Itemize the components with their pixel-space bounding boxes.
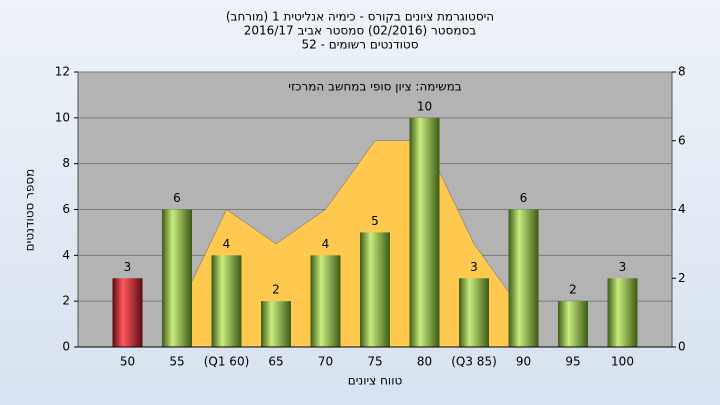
bar: [310, 255, 341, 347]
value-label: 3: [124, 260, 132, 274]
subtitle: סטודנטים רשומים - 52: [301, 38, 418, 52]
chart-title: היסטוגרמת ציונים בקורס - כימיה אנליטית 1…: [226, 10, 494, 24]
x-tick-label: (Q3 85): [451, 355, 497, 369]
value-label: 4: [223, 237, 231, 251]
x-tick-label: 55: [169, 355, 184, 369]
y-tick-label: 0: [62, 340, 70, 354]
bar: [508, 209, 539, 347]
y-axis-label: מספר סטודנטים: [23, 169, 37, 252]
value-label: 10: [417, 99, 432, 113]
bar: [558, 301, 588, 347]
value-label: 5: [371, 214, 379, 228]
y-tick-label: 8: [62, 156, 70, 170]
bar: [112, 278, 143, 347]
bar: [162, 209, 192, 347]
x-tick-label: 90: [516, 355, 531, 369]
bar: [409, 117, 440, 347]
annotation: במשימה: ציון סופי במחשב המרכזי: [288, 80, 462, 94]
bar: [211, 255, 242, 347]
value-label: 3: [470, 260, 478, 274]
y-tick-label: 6: [62, 202, 70, 216]
x-tick-label: 65: [268, 355, 283, 369]
bar: [360, 232, 390, 347]
y-tick-label: 2: [62, 294, 70, 308]
value-label: 2: [272, 283, 280, 297]
subtitle: בסמסטר (02/2016) סמסטר אביב 2016/17: [244, 24, 476, 38]
y2-tick-label: 0: [678, 340, 686, 354]
y2-tick-label: 4: [678, 202, 686, 216]
y2-tick-label: 8: [678, 65, 686, 79]
bar: [459, 278, 489, 347]
value-label: 6: [173, 191, 181, 205]
value-label: 6: [520, 191, 528, 205]
x-tick-label: 95: [565, 355, 580, 369]
x-tick-label: 80: [417, 355, 432, 369]
y-tick-label: 4: [62, 248, 70, 262]
x-tick-label: (Q1 60): [204, 355, 250, 369]
value-label: 4: [322, 237, 330, 251]
y2-tick-label: 6: [678, 133, 686, 147]
bar: [261, 301, 291, 347]
y2-tick-label: 2: [678, 271, 686, 285]
y-tick-label: 10: [55, 110, 70, 124]
x-tick-label: 50: [120, 355, 135, 369]
x-tick-label: 100: [611, 355, 634, 369]
value-label: 2: [569, 283, 577, 297]
x-tick-label: 75: [367, 355, 382, 369]
x-tick-label: 70: [318, 355, 333, 369]
value-label: 3: [619, 260, 627, 274]
y-tick-label: 12: [55, 65, 70, 79]
bar: [607, 278, 638, 347]
x-axis-label: טווח ציונים: [348, 374, 403, 388]
